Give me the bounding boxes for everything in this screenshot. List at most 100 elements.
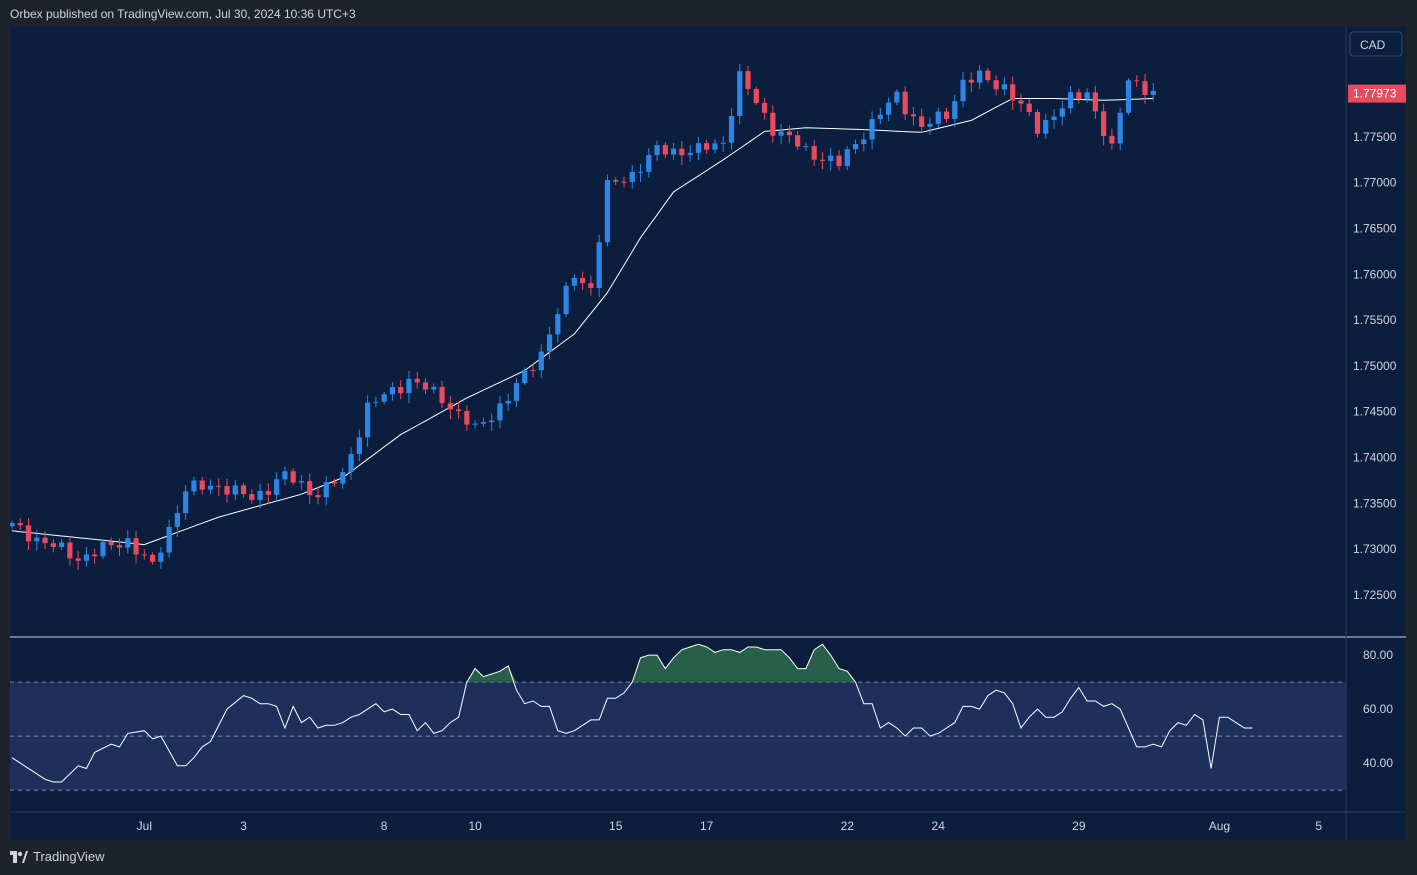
candle[interactable] <box>365 395 371 447</box>
candle[interactable] <box>340 467 346 489</box>
candle[interactable] <box>464 405 470 432</box>
candle[interactable] <box>67 536 73 566</box>
candle[interactable] <box>803 142 809 151</box>
candle[interactable] <box>455 401 462 419</box>
candle[interactable] <box>993 75 999 96</box>
candle[interactable] <box>811 140 817 166</box>
candle[interactable] <box>348 447 354 480</box>
candle[interactable] <box>389 381 396 401</box>
candle[interactable] <box>604 174 611 247</box>
candle[interactable] <box>704 139 710 154</box>
candle[interactable] <box>795 130 801 150</box>
candle[interactable] <box>149 552 156 565</box>
candle[interactable] <box>274 472 280 502</box>
candle[interactable] <box>381 391 387 405</box>
candle[interactable] <box>522 367 528 385</box>
candle[interactable] <box>985 67 991 83</box>
candle[interactable] <box>59 539 65 551</box>
candle[interactable] <box>819 152 826 170</box>
candle[interactable] <box>422 378 429 395</box>
candle[interactable] <box>737 63 743 125</box>
candle[interactable] <box>100 538 106 560</box>
candle[interactable] <box>331 478 338 487</box>
candle[interactable] <box>439 380 445 409</box>
candle[interactable] <box>1026 99 1032 117</box>
candle[interactable] <box>133 531 139 564</box>
candle[interactable] <box>1125 77 1132 116</box>
candle[interactable] <box>538 344 544 379</box>
candle[interactable] <box>431 383 437 394</box>
candle[interactable] <box>745 65 751 96</box>
candle[interactable] <box>720 136 726 152</box>
candle[interactable] <box>1010 76 1016 110</box>
candle[interactable] <box>1117 107 1123 151</box>
candle[interactable] <box>1092 85 1098 119</box>
currency-badge[interactable]: CAD <box>1349 31 1403 57</box>
candle[interactable] <box>662 142 668 159</box>
candle[interactable] <box>728 108 735 150</box>
candle[interactable] <box>414 372 420 389</box>
candle[interactable] <box>447 395 453 420</box>
candle[interactable] <box>480 417 486 428</box>
candle[interactable] <box>191 476 197 496</box>
candle[interactable] <box>687 145 693 162</box>
candle[interactable] <box>976 64 983 89</box>
price-pane[interactable] <box>9 63 1156 571</box>
candle[interactable] <box>1076 88 1082 104</box>
candle[interactable] <box>1001 77 1007 96</box>
candle[interactable] <box>786 124 792 144</box>
candle[interactable] <box>1067 86 1074 114</box>
candle[interactable] <box>290 468 296 486</box>
candle[interactable] <box>613 177 619 185</box>
candle[interactable] <box>919 108 925 133</box>
candle[interactable] <box>356 429 362 461</box>
candle[interactable] <box>1051 109 1057 129</box>
candle[interactable] <box>588 275 594 296</box>
rsi-pane[interactable] <box>10 643 1346 791</box>
candle[interactable] <box>1101 103 1107 146</box>
candle[interactable] <box>1034 109 1041 138</box>
candle[interactable] <box>141 549 147 560</box>
candle[interactable] <box>489 413 495 431</box>
candle[interactable] <box>894 89 900 106</box>
candle[interactable] <box>1142 73 1148 104</box>
candle[interactable] <box>902 86 908 120</box>
candle[interactable] <box>257 483 263 509</box>
candle[interactable] <box>852 139 859 154</box>
candle[interactable] <box>1043 114 1049 139</box>
candle[interactable] <box>240 482 247 498</box>
candle[interactable] <box>315 487 321 505</box>
candle[interactable] <box>1059 100 1065 126</box>
candle[interactable] <box>1109 128 1115 150</box>
candle[interactable] <box>207 479 214 495</box>
candle[interactable] <box>92 548 98 564</box>
candle[interactable] <box>695 136 702 161</box>
candle[interactable] <box>406 370 412 404</box>
candle[interactable] <box>646 148 652 178</box>
candle[interactable] <box>282 466 288 486</box>
candle[interactable] <box>960 72 966 108</box>
candle[interactable] <box>1150 83 1156 101</box>
candle[interactable] <box>75 550 81 571</box>
candle[interactable] <box>398 379 404 400</box>
candle[interactable] <box>828 148 834 171</box>
candle[interactable] <box>877 107 883 125</box>
candle[interactable] <box>513 378 520 408</box>
chart-svg[interactable]: 1.785001.780001.775001.770001.765001.760… <box>9 27 1408 840</box>
candle[interactable] <box>761 97 768 120</box>
candle[interactable] <box>968 72 974 92</box>
candle[interactable] <box>836 149 842 171</box>
candle[interactable] <box>927 117 933 135</box>
candle[interactable] <box>166 519 172 558</box>
price-axis[interactable]: 1.785001.780001.775001.770001.765001.760… <box>1353 38 1397 602</box>
candle[interactable] <box>637 164 644 182</box>
candle[interactable] <box>9 520 15 530</box>
candle[interactable] <box>174 505 180 537</box>
candle[interactable] <box>770 105 776 143</box>
candle[interactable] <box>265 483 271 504</box>
candle[interactable] <box>183 485 189 520</box>
candle[interactable] <box>910 106 917 126</box>
candle[interactable] <box>778 123 784 145</box>
candle[interactable] <box>50 538 56 553</box>
candle[interactable] <box>555 307 561 343</box>
